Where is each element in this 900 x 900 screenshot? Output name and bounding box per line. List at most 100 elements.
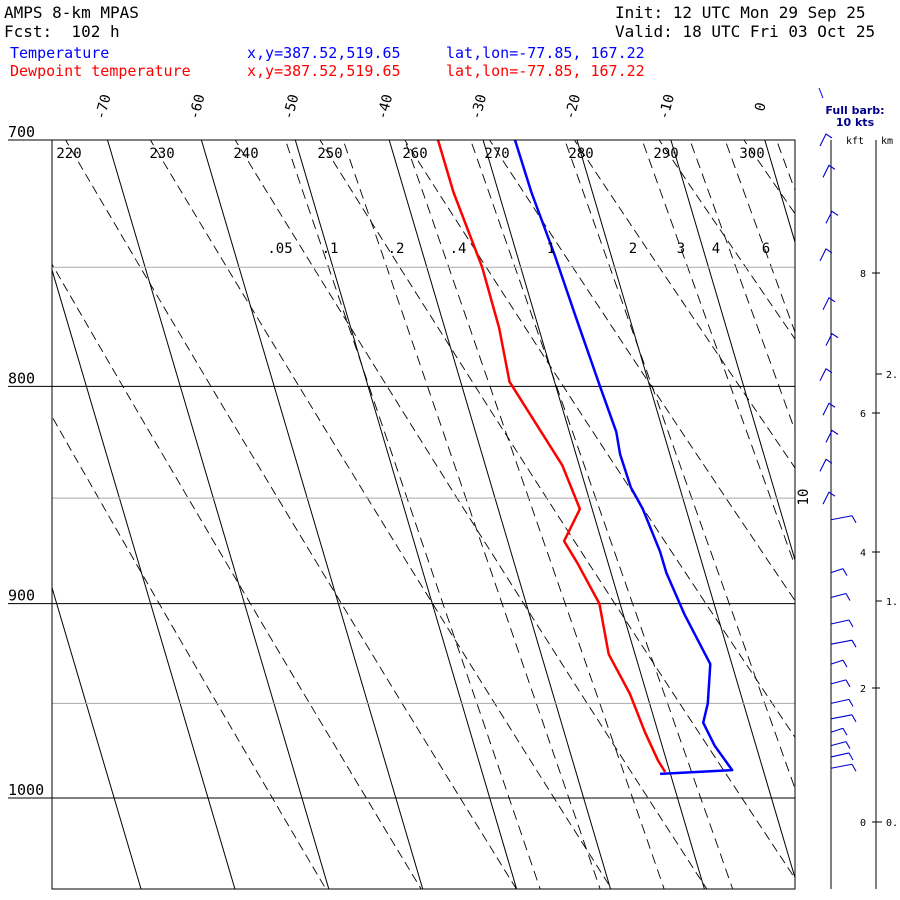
theta-label: 230 xyxy=(149,146,174,162)
isotherm-line xyxy=(52,268,236,889)
wind-barb xyxy=(825,429,839,443)
mixing-ratio-line xyxy=(641,140,795,568)
mixing-ratio-label: .1 xyxy=(322,241,339,257)
temperature-tick-labels: -70 -60 -50 -40 -30 -20 -10 0 xyxy=(93,93,770,122)
mixing-ratio-line xyxy=(342,140,601,889)
theta-label: 270 xyxy=(484,146,509,162)
wind-barb xyxy=(830,659,848,668)
wind-barbs xyxy=(819,133,857,772)
temperature-tick-label: -70 xyxy=(93,93,115,122)
dewpoint-profile xyxy=(436,140,667,773)
isotherm-line xyxy=(388,140,612,889)
theta-label: 220 xyxy=(56,146,81,162)
theta-label: 240 xyxy=(233,146,258,162)
sounding-profiles xyxy=(436,140,734,776)
valid-time: Valid: 18 UTC Fri 03 Oct 25 xyxy=(615,22,876,41)
wind-barb xyxy=(825,332,839,346)
kft-tick-label: 0 xyxy=(860,818,866,829)
mixing-ratio-label: 3 xyxy=(677,241,685,257)
mixing-ratio-line xyxy=(284,140,541,889)
temperature-tick-label: -30 xyxy=(468,93,490,122)
isotherm-line xyxy=(482,140,705,889)
isotherm-line xyxy=(576,140,795,880)
dry-adiabat-line xyxy=(319,140,795,880)
wind-barb xyxy=(819,458,833,472)
temperature-profile xyxy=(513,140,734,776)
wind-barb xyxy=(819,248,833,262)
temperature-tick-label: -50 xyxy=(280,93,302,122)
dry-adiabat-line xyxy=(658,140,795,340)
pressure-label: 800 xyxy=(8,369,35,387)
temperature-xy-readout: x,y=387.52,519.65 xyxy=(247,44,401,62)
mixing-ratio-label: .05 xyxy=(267,241,292,257)
isotherm-line xyxy=(294,140,518,889)
mixing-ratio-line xyxy=(724,140,795,334)
kft-tick-label: 6 xyxy=(860,409,866,420)
wind-barb xyxy=(822,402,836,416)
mixing-ratio-line xyxy=(564,140,795,790)
mixing-ratio-label: 4 xyxy=(712,241,720,257)
temperature-legend-label: Temperature xyxy=(10,44,110,62)
wind-barb xyxy=(830,714,857,723)
theta-labels: 220 230 240 250 260 270 280 290 300 xyxy=(56,146,764,162)
dewpoint-xy-readout: x,y=387.52,519.65 xyxy=(247,62,401,80)
wind-barb xyxy=(830,619,854,628)
wind-barb xyxy=(830,592,851,601)
mixing-ratio-label: .2 xyxy=(388,241,405,257)
wind-barb xyxy=(822,164,836,178)
wind-barb xyxy=(830,568,848,576)
wind-barb xyxy=(830,698,854,707)
pressure-tick-labels: 700 800 900 1000 xyxy=(8,123,44,799)
barb-legend-line1: Full barb: xyxy=(825,104,884,117)
temperature-latlon-readout: lat,lon=-77.85, 167.22 xyxy=(446,44,645,62)
kft-tick-label: 8 xyxy=(860,269,866,280)
height-ticks: 8 6 4 2 0 2. 1. 0. xyxy=(860,269,898,829)
model-title: AMPS 8-km MPAS xyxy=(4,3,139,22)
mixing-ratio-label: 2 xyxy=(629,241,637,257)
dewpoint-legend-label: Dewpoint temperature xyxy=(10,62,191,80)
forecast-hour: Fcst: 102 h xyxy=(4,22,120,41)
dry-adiabat-line xyxy=(234,140,708,889)
kft-label: kft xyxy=(846,136,864,147)
dry-adiabat-line xyxy=(743,140,795,215)
top-barb-mark xyxy=(818,87,824,99)
temperature-tick-label: -60 xyxy=(187,93,209,122)
km-tick-label: 0. xyxy=(886,818,898,829)
barb-legend-line2: 10 kts xyxy=(836,116,875,129)
kft-tick-label: 4 xyxy=(860,548,866,559)
mixing-ratio-label: .4 xyxy=(450,241,467,257)
wind-barb xyxy=(830,515,857,524)
wind-barb xyxy=(822,491,836,505)
isotherm-line xyxy=(851,113,900,900)
theta-label: 290 xyxy=(653,146,678,162)
km-label: km xyxy=(881,136,893,147)
mixing-ratio-line xyxy=(470,140,734,889)
temperature-tick-label: -10 xyxy=(656,93,678,122)
isotherm-line xyxy=(764,140,795,244)
wind-barb xyxy=(830,741,851,749)
wind-barb xyxy=(819,133,833,147)
wind-barb xyxy=(830,763,857,772)
temperature-tick-label: -20 xyxy=(562,93,584,122)
mixing-ratio-line xyxy=(776,140,795,192)
dewpoint-latlon-readout: lat,lon=-77.85, 167.22 xyxy=(446,62,645,80)
wind-barb xyxy=(822,297,836,311)
wind-barb xyxy=(830,639,857,648)
kft-tick-label: 2 xyxy=(860,684,866,695)
isotherm-line xyxy=(670,140,795,562)
dry-adiabat-line xyxy=(52,415,327,889)
mixing-ratio-labels: .05 .1 .2 .4 1 2 3 4 6 10 xyxy=(267,241,812,505)
mixing-ratio-line xyxy=(689,140,795,432)
mixing-ratio-line xyxy=(404,140,665,889)
dry-adiabat-line xyxy=(52,263,422,889)
wind-barb xyxy=(830,752,854,761)
km-tick-label: 1. xyxy=(886,597,898,608)
dry-adiabat-line xyxy=(404,140,795,739)
dry-adiabat-line xyxy=(895,114,900,900)
temperature-tick-label: 0 xyxy=(752,101,770,113)
wind-barb xyxy=(830,679,851,688)
wind-barb xyxy=(825,210,839,224)
dry-adiabat-line xyxy=(573,140,795,469)
mixing-ratio-line xyxy=(835,114,900,900)
mixing-ratio-label: 6 xyxy=(762,241,770,257)
